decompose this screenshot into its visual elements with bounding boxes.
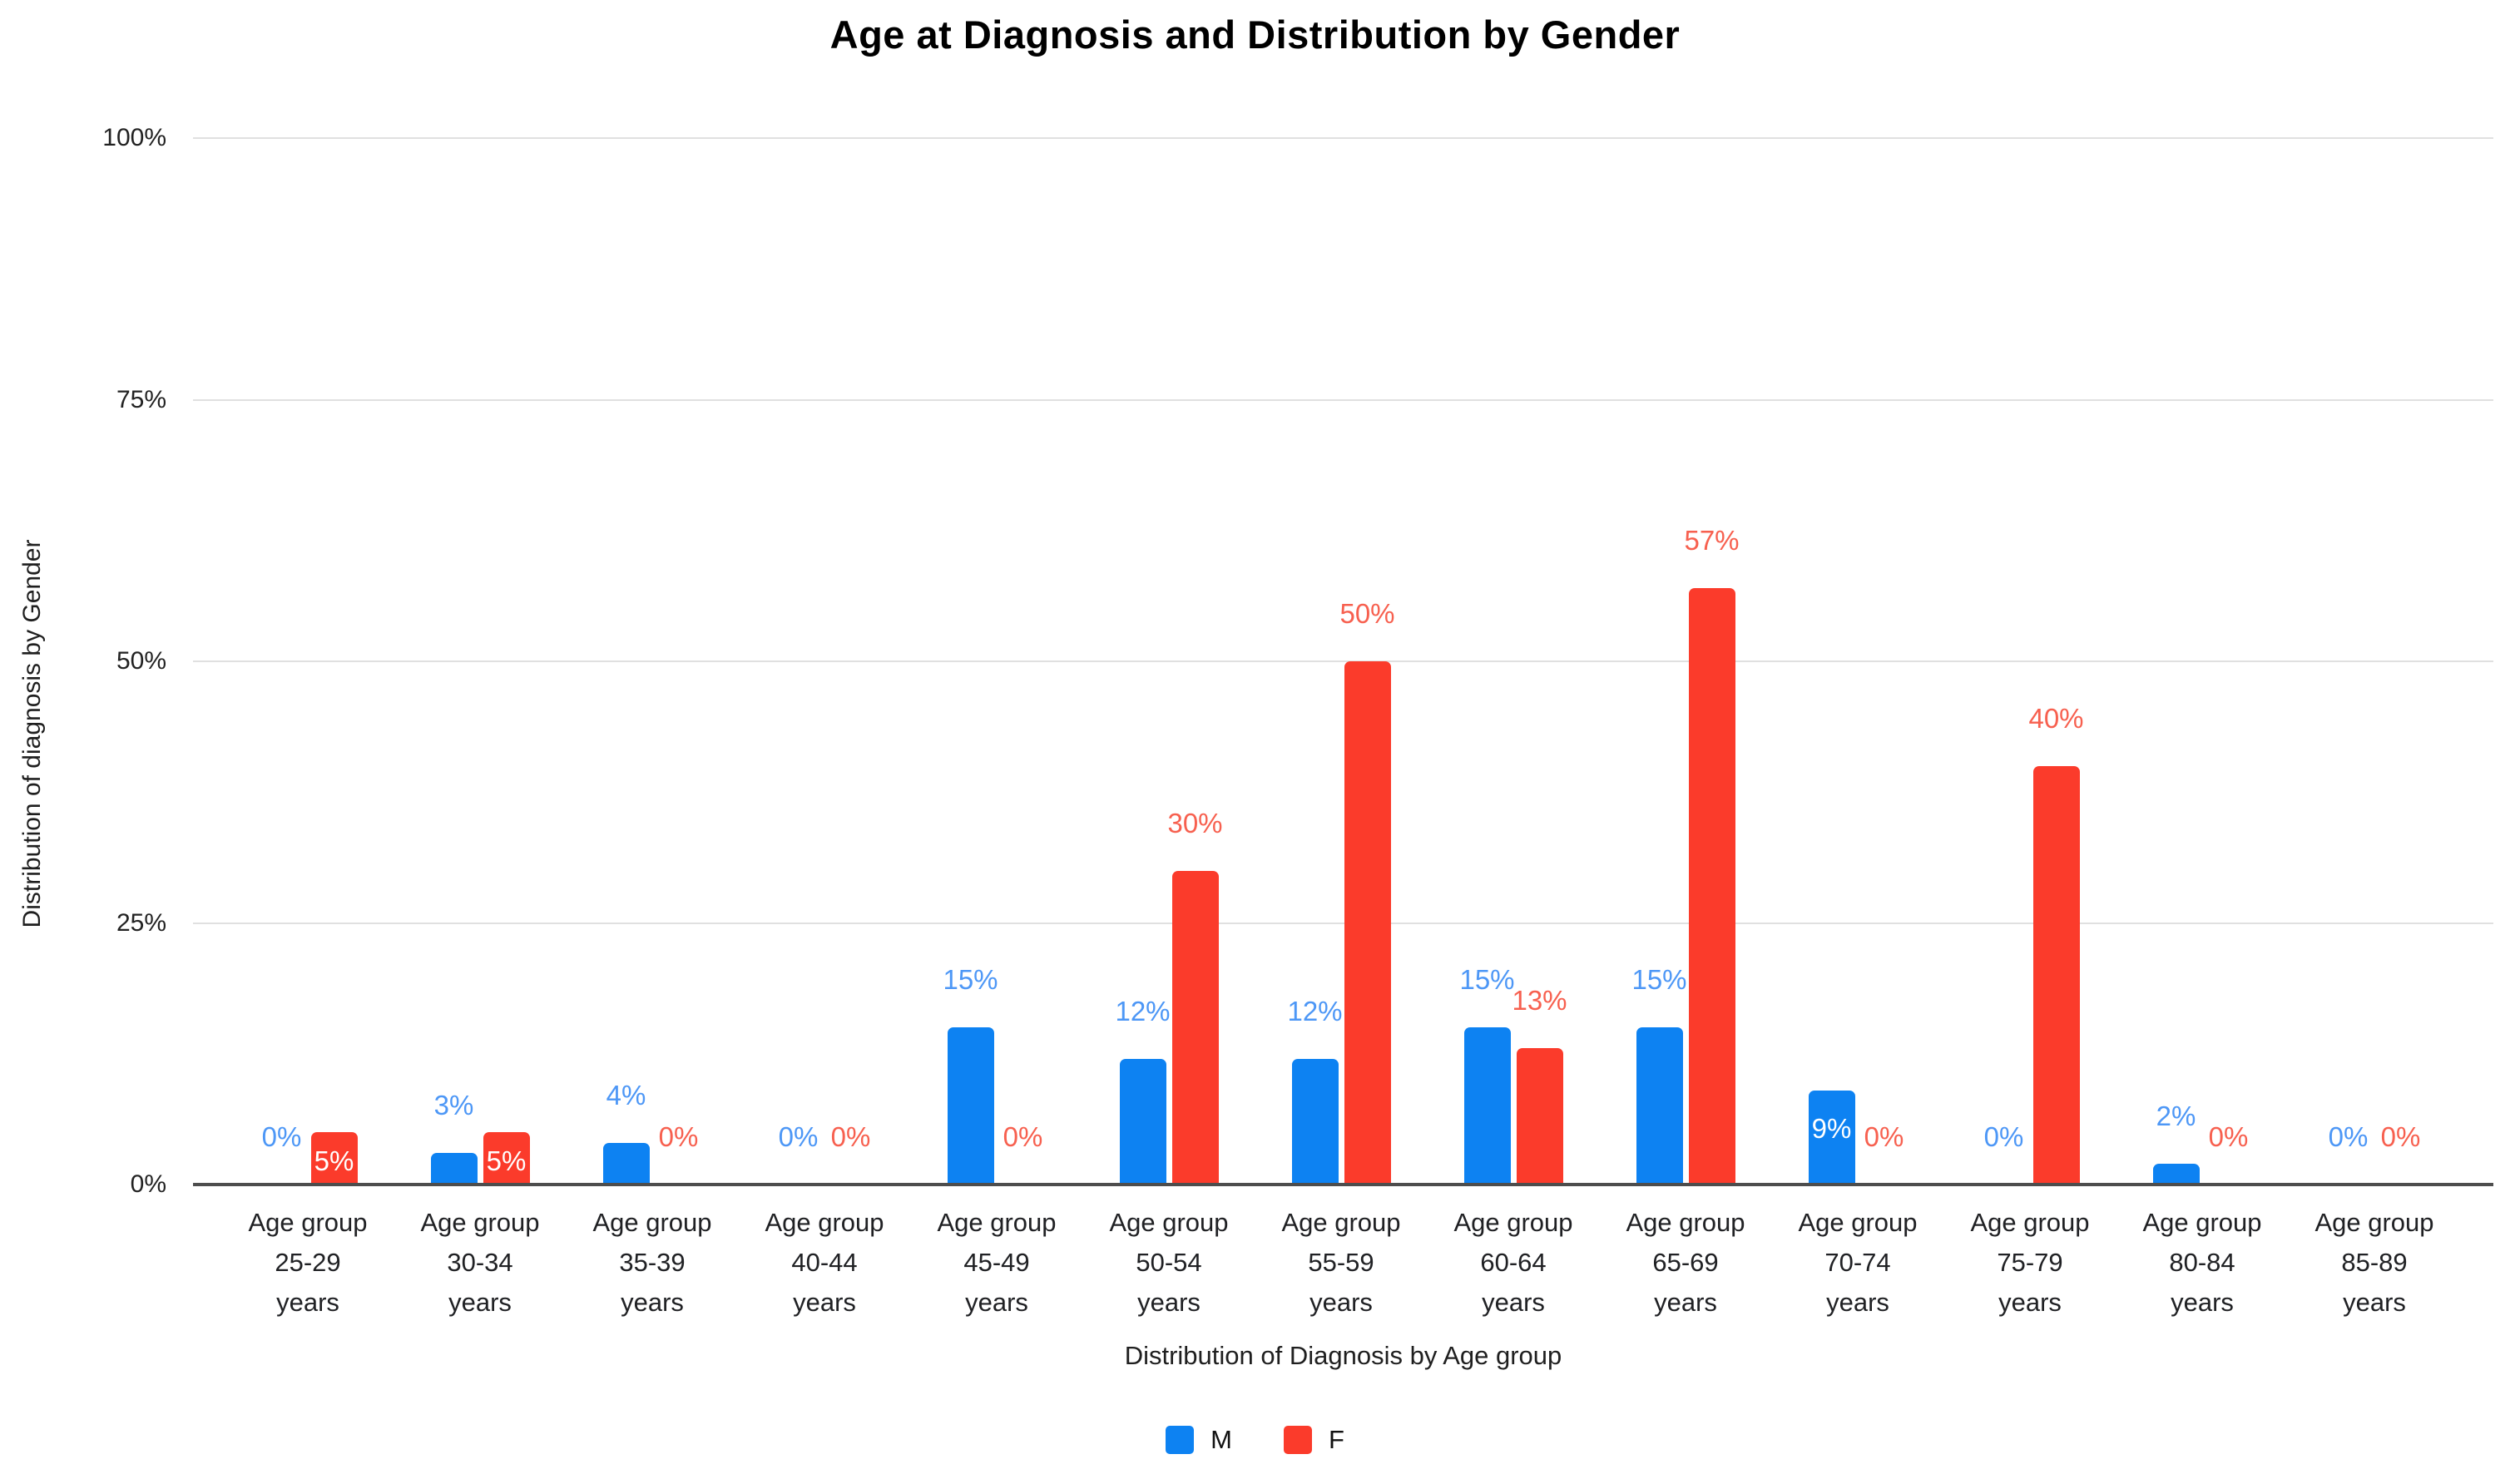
value-label-m: 15% (943, 964, 998, 996)
bar-m (2152, 1163, 2200, 1185)
gridline-75 (193, 398, 2493, 401)
value-label-m: 2% (2156, 1100, 2196, 1131)
category-label: Age group 45-49 years (937, 1208, 1057, 1317)
y-tick-label: 100% (102, 124, 166, 151)
category-label: Age group 35-39 years (592, 1208, 712, 1317)
legend-item-f: F (1283, 1425, 1344, 1455)
category-label: Age group 70-74 years (1798, 1208, 1918, 1317)
x-axis-baseline (193, 1183, 2493, 1186)
category-label: Age group 40-44 years (765, 1208, 884, 1317)
value-label-m: 9% (1811, 1112, 1852, 1144)
bar-m (1636, 1027, 1683, 1185)
bar-m (1463, 1027, 1511, 1185)
value-label-f: 0% (1864, 1121, 1904, 1152)
category-label: Age group 65-69 years (1626, 1208, 1745, 1317)
bar-f (1516, 1048, 1563, 1185)
legend-item-m: M (1166, 1425, 1232, 1455)
y-tick-label: 25% (116, 908, 166, 937)
bar-m (602, 1142, 650, 1185)
category-label: Age group 55-59 years (1281, 1208, 1401, 1317)
bar-f (310, 1132, 358, 1185)
bar-m (430, 1153, 478, 1185)
category-label: Age group 80-84 years (2142, 1208, 2262, 1317)
value-label-m: 3% (433, 1090, 474, 1121)
value-label-f: 0% (658, 1121, 699, 1152)
category-label: Age group 25-29 years (248, 1208, 368, 1317)
legend-label-f: F (1328, 1425, 1344, 1454)
value-label-m: 15% (1631, 964, 1687, 996)
bar-m (947, 1027, 994, 1185)
category-label: Age group 60-64 years (1453, 1208, 1573, 1317)
bar-f (1688, 587, 1735, 1185)
bar-m (1808, 1090, 1855, 1185)
y-tick-label: 75% (116, 385, 166, 413)
y-axis-title-text: Distribution of diagnosis by Gender (18, 539, 46, 928)
value-label-m: 12% (1287, 996, 1343, 1027)
value-label-f: 50% (1339, 598, 1395, 629)
value-label-f: 57% (1684, 524, 1740, 556)
bar-f (1344, 661, 1391, 1185)
value-label-f: 0% (1003, 1121, 1043, 1152)
category-label: Age group 50-54 years (1109, 1208, 1229, 1317)
y-tick-label: 50% (116, 647, 166, 675)
value-label-f: 0% (2380, 1121, 2421, 1152)
legend-swatch-m (1166, 1426, 1195, 1454)
value-label-f: 5% (314, 1145, 354, 1176)
gridline-50 (193, 660, 2493, 662)
value-label-f: 0% (830, 1121, 871, 1152)
value-label-m: 4% (606, 1079, 646, 1111)
x-axis-title: Distribution of Diagnosis by Age group (1124, 1341, 1562, 1370)
gridline-25 (193, 922, 2493, 924)
bar-m (1119, 1059, 1166, 1185)
value-label-f: 30% (1167, 807, 1223, 838)
legend-swatch-f (1283, 1426, 1312, 1454)
category-label: Age group 75-79 years (1970, 1208, 2090, 1317)
chart-title: Age at Diagnosis and Distribution by Gen… (829, 12, 1681, 57)
bar-m (1291, 1059, 1339, 1185)
bar-f (2032, 765, 2080, 1185)
value-label-f: 13% (1512, 985, 1567, 1017)
value-label-m: 15% (1459, 964, 1515, 996)
value-label-f: 5% (486, 1145, 527, 1176)
category-label: Age group 85-89 years (2314, 1208, 2434, 1317)
y-tick-label: 0% (130, 1170, 166, 1198)
plot-area: Age group 25-29 years 0% 5% Age group 30-34… (193, 137, 2493, 1317)
value-label-m: 0% (261, 1121, 302, 1152)
legend-label-m: M (1210, 1425, 1232, 1454)
bar-f (483, 1132, 530, 1185)
value-label-f: 40% (2028, 702, 2084, 734)
bar-f (1171, 870, 1219, 1185)
value-label-m: 0% (778, 1121, 819, 1152)
value-label-m: 0% (1983, 1121, 2024, 1152)
gridline-100 (193, 137, 2493, 139)
value-label-m: 12% (1115, 996, 1171, 1027)
value-label-f: 0% (2208, 1121, 2249, 1152)
value-label-m: 0% (2328, 1121, 2369, 1152)
category-label: Age group 30-34 years (420, 1208, 540, 1317)
